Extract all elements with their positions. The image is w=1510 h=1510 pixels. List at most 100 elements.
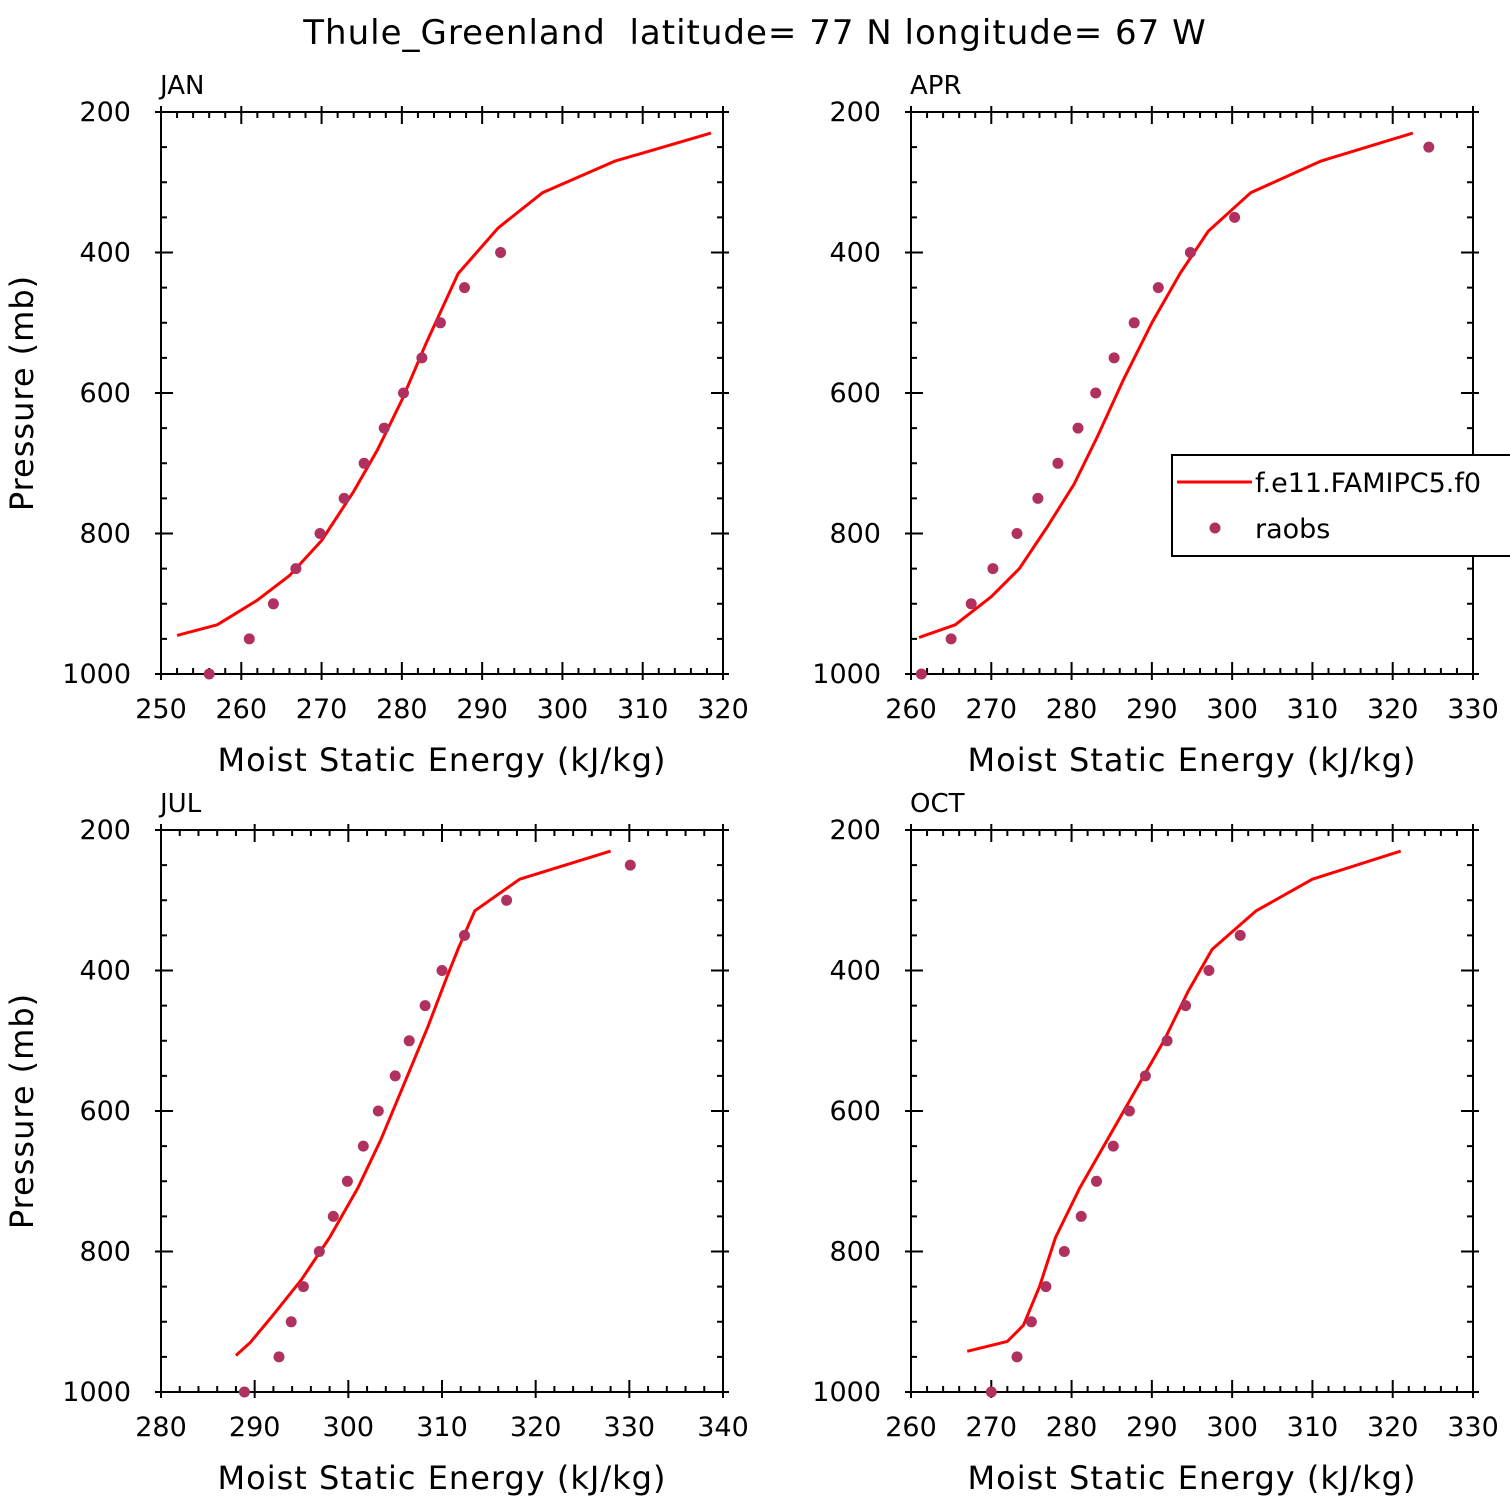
x-tick-label: 320 bbox=[697, 694, 749, 725]
x-axis-label: Moist Static Energy (kJ/kg) bbox=[218, 741, 667, 779]
panel-jan: 250 260 270 280 290 300 310 320 200 400 600 800 1000… bbox=[3, 71, 749, 779]
data-point-raobs bbox=[327, 1210, 339, 1222]
legend-label-obs: raobs bbox=[1255, 514, 1330, 545]
legend-box bbox=[1171, 454, 1510, 557]
data-point-raobs bbox=[378, 422, 390, 434]
x-tick-label: 330 bbox=[1447, 1412, 1499, 1443]
data-point-raobs bbox=[459, 929, 470, 941]
series-line-model bbox=[918, 131, 1414, 639]
data-point-raobs bbox=[419, 1000, 431, 1012]
data-point-raobs bbox=[1091, 1175, 1102, 1187]
y-tick-label: 600 bbox=[829, 1096, 881, 1127]
data-point-raobs bbox=[1072, 422, 1084, 434]
x-tick-label: 340 bbox=[697, 1412, 749, 1443]
data-point-raobs bbox=[313, 1246, 325, 1257]
y-tick-label: 400 bbox=[79, 956, 131, 987]
y-tick-label: 800 bbox=[79, 519, 131, 550]
x-tick-label: 280 bbox=[1046, 694, 1098, 725]
data-point-raobs bbox=[1090, 387, 1102, 399]
plot-frame bbox=[160, 111, 724, 675]
data-point-raobs bbox=[403, 1035, 415, 1047]
data-point-raobs bbox=[1075, 1210, 1087, 1222]
y-axis-label: Pressure (mb) bbox=[3, 993, 41, 1229]
data-point-raobs bbox=[273, 1351, 285, 1363]
x-tick-label: 270 bbox=[296, 694, 348, 725]
x-tick-label: 320 bbox=[1367, 694, 1419, 725]
data-point-raobs bbox=[1011, 528, 1023, 539]
data-point-raobs bbox=[1107, 1140, 1119, 1152]
x-tick-label: 320 bbox=[510, 1412, 562, 1443]
data-point-raobs bbox=[1025, 1316, 1037, 1328]
x-tick-label: 300 bbox=[323, 1412, 375, 1443]
x-tick-label: 310 bbox=[416, 1412, 468, 1443]
figure-title: Thule_Greenland latitude= 77 N longitude… bbox=[302, 13, 1206, 53]
plot-frame bbox=[910, 829, 1474, 1393]
x-tick-label: 290 bbox=[1126, 694, 1178, 725]
y-tick-label: 400 bbox=[79, 238, 131, 269]
panel-label: JAN bbox=[158, 71, 204, 101]
data-point-raobs bbox=[1229, 211, 1241, 223]
x-tick-label: 260 bbox=[216, 694, 268, 725]
data-point-raobs bbox=[434, 317, 446, 329]
x-axis-label: Moist Static Energy (kJ/kg) bbox=[968, 1459, 1417, 1497]
plot-frame bbox=[160, 829, 724, 1393]
y-tick-label: 1000 bbox=[62, 659, 131, 690]
panel-label: OCT bbox=[910, 789, 965, 819]
data-point-raobs bbox=[1423, 141, 1435, 153]
data-point-raobs bbox=[285, 1316, 297, 1328]
data-point-raobs bbox=[416, 352, 428, 364]
data-point-raobs bbox=[1123, 1105, 1135, 1117]
x-tick-label: 260 bbox=[885, 694, 937, 725]
x-tick-label: 330 bbox=[604, 1412, 656, 1443]
data-point-raobs bbox=[965, 598, 977, 610]
x-tick-label: 260 bbox=[885, 1412, 937, 1443]
series-line-model bbox=[234, 849, 612, 1357]
panel-oct: 260 270 280 290 300 310 320 330 200 400 600 800 1000… bbox=[812, 789, 1498, 1497]
y-tick-label: 200 bbox=[79, 97, 131, 128]
data-point-raobs bbox=[341, 1175, 353, 1187]
data-point-raobs bbox=[338, 492, 350, 504]
data-point-raobs bbox=[459, 282, 470, 294]
y-tick-label: 1000 bbox=[62, 1377, 131, 1408]
x-tick-label: 290 bbox=[1126, 1412, 1178, 1443]
data-point-raobs bbox=[624, 859, 636, 871]
panel-jul: 280 290 300 310 320 330 340 200 400 600 800 1000 JUL… bbox=[3, 789, 749, 1497]
panel-label: JUL bbox=[158, 789, 202, 819]
x-tick-label: 330 bbox=[1447, 694, 1499, 725]
data-point-raobs bbox=[1139, 1070, 1151, 1082]
x-tick-label: 290 bbox=[229, 1412, 281, 1443]
y-tick-label: 400 bbox=[829, 956, 881, 987]
panel-label: APR bbox=[910, 71, 962, 101]
x-tick-label: 270 bbox=[966, 694, 1018, 725]
x-axis-label: Moist Static Energy (kJ/kg) bbox=[968, 741, 1417, 779]
data-point-raobs bbox=[243, 633, 255, 645]
data-point-raobs bbox=[358, 457, 370, 469]
data-point-raobs bbox=[290, 563, 302, 575]
data-point-raobs bbox=[297, 1281, 309, 1293]
y-tick-label: 600 bbox=[79, 378, 131, 409]
data-point-raobs bbox=[501, 894, 513, 906]
data-point-raobs bbox=[1234, 929, 1246, 941]
data-point-raobs bbox=[1152, 282, 1164, 294]
data-point-raobs bbox=[915, 668, 927, 680]
data-point-raobs bbox=[1203, 965, 1215, 976]
data-point-raobs bbox=[398, 387, 409, 399]
x-tick-label: 310 bbox=[1287, 1412, 1339, 1443]
data-point-raobs bbox=[1011, 1351, 1023, 1363]
x-tick-label: 300 bbox=[1206, 694, 1258, 725]
data-point-raobs bbox=[1128, 317, 1140, 329]
x-tick-label: 280 bbox=[1046, 1412, 1098, 1443]
data-point-raobs bbox=[267, 598, 279, 610]
y-tick-label: 600 bbox=[79, 1096, 131, 1127]
data-point-raobs bbox=[203, 668, 215, 680]
y-tick-label: 1000 bbox=[812, 1377, 881, 1408]
data-point-raobs bbox=[1040, 1281, 1052, 1293]
x-tick-label: 250 bbox=[135, 694, 187, 725]
x-tick-label: 310 bbox=[1287, 694, 1339, 725]
y-tick-label: 800 bbox=[829, 1237, 881, 1268]
x-tick-label: 280 bbox=[135, 1412, 187, 1443]
data-point-raobs bbox=[1058, 1246, 1070, 1257]
x-tick-label: 280 bbox=[376, 694, 428, 725]
y-tick-label: 600 bbox=[829, 378, 881, 409]
